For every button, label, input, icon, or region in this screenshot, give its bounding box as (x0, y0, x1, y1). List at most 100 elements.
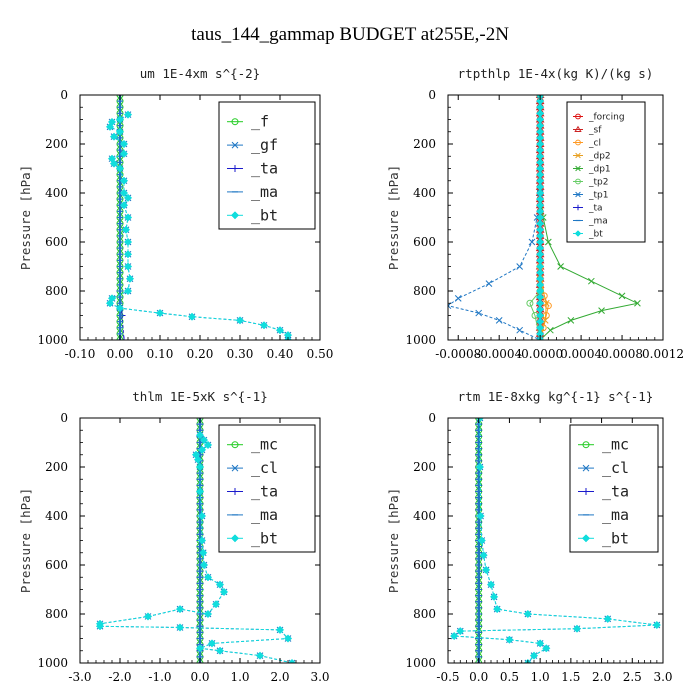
data-point (120, 336, 128, 340)
data-point (197, 536, 207, 545)
x-tick-label: -1.0 (148, 670, 171, 684)
data-point (219, 587, 229, 597)
legend-label: _cl (588, 139, 601, 149)
y-tick-label: 600 (413, 558, 436, 572)
y-tick-label: 400 (45, 509, 68, 523)
y-tick-label: 200 (45, 460, 68, 474)
data-point (544, 302, 552, 310)
data-point (481, 565, 491, 575)
data-point (155, 308, 165, 318)
data-point (119, 188, 129, 198)
data-point (479, 551, 488, 560)
data-point (475, 309, 483, 317)
x-tick-label: 2.0 (270, 670, 289, 684)
data-point (486, 580, 496, 589)
data-point (516, 326, 524, 334)
data-point (115, 304, 125, 313)
legend-marker (231, 141, 239, 149)
legend-label: _tp2 (588, 178, 608, 188)
legend-marker (231, 118, 239, 126)
data-point (477, 536, 486, 545)
legend: _mc _cl _ta _ma _bt (218, 424, 316, 553)
x-tick-label: -3.0 (68, 670, 91, 684)
x-tick-label: -0.5 (436, 670, 459, 684)
legend-label: _bt (602, 529, 629, 547)
data-point (454, 294, 462, 302)
legend-box (569, 424, 659, 553)
y-tick-label: 0 (60, 411, 68, 425)
legend-marker (582, 464, 590, 472)
y-axis-label: Pressure [hPa] (386, 165, 401, 270)
legend-label: _ma (602, 506, 629, 524)
figure-title: taus_144_gammap BUDGET at255E,-2N (191, 24, 509, 45)
y-axis-label: Pressure [hPa] (386, 488, 401, 593)
data-point (199, 560, 209, 570)
data-point (536, 639, 545, 648)
x-tick-label: 0.0008 (601, 347, 643, 361)
data-point (195, 462, 205, 472)
legend-label: _sf (588, 126, 602, 136)
data-point (505, 635, 514, 644)
legend: _mc _cl _ta _ma _bt (569, 424, 659, 553)
data-point (283, 634, 293, 643)
panel-title: rtpthlp 1E-4x(kg K)/(kg s) (458, 66, 654, 81)
data-point (105, 299, 115, 308)
data-point (195, 644, 205, 653)
y-tick-label: 200 (45, 137, 68, 151)
data-point (123, 262, 133, 271)
legend-marker (575, 152, 581, 159)
data-point (495, 317, 503, 324)
x-tick-label: 0.50 (307, 347, 334, 361)
x-tick-label: 0.00 (107, 347, 134, 361)
panel-title: thlm 1E-5xK s^{-1} (132, 389, 267, 404)
legend-label: _ma (588, 217, 608, 227)
y-tick-label: 800 (45, 607, 68, 621)
data-point (215, 580, 225, 589)
y-tick-label: 400 (45, 186, 68, 200)
x-tick-label: 2.5 (623, 670, 642, 684)
legend-marker (575, 113, 581, 120)
data-point (195, 487, 205, 496)
data-point (526, 299, 534, 307)
data-point (557, 263, 564, 270)
data-point (485, 280, 493, 288)
series-group (450, 418, 661, 663)
chart-panel-2: rtpthlp 1E-4x(kg K)/(kg s) Pressure [hPa]… (386, 66, 684, 361)
y-tick-label: 0 (60, 88, 68, 102)
x-tick-label: 3.0 (653, 670, 672, 684)
data-point (572, 624, 582, 633)
data-point (175, 623, 185, 632)
x-tick-label: 3.0 (310, 670, 329, 684)
legend-label: _dp2 (588, 152, 611, 162)
y-tick-label: 600 (45, 558, 68, 572)
data-point (529, 651, 539, 660)
data-point (123, 193, 133, 203)
legend-marker (575, 178, 581, 185)
x-tick-label: -0.0008 (435, 347, 481, 361)
data-point (115, 127, 125, 136)
data-point (95, 622, 105, 631)
data-point (652, 620, 661, 630)
legend-marker (574, 230, 582, 237)
data-point (199, 435, 209, 445)
data-point (119, 139, 129, 149)
data-point (203, 573, 213, 582)
data-point (195, 431, 205, 440)
data-point (587, 277, 595, 285)
legend-label: _ta (602, 483, 629, 501)
chart-panel-4: rtm 1E-8xkg kg^{-1} s^{-1} Pressure [hPa]… (386, 389, 673, 684)
data-point (476, 511, 485, 521)
legend-label: _ta (588, 204, 603, 214)
data-point (211, 600, 221, 609)
y-tick-label: 200 (413, 137, 436, 151)
data-point (287, 658, 297, 663)
legend-label: _cl (251, 459, 278, 477)
data-point (275, 326, 285, 335)
data-point (123, 237, 133, 247)
data-point (475, 418, 485, 423)
y-tick-label: 400 (413, 509, 436, 523)
data-point (105, 122, 115, 131)
y-tick-label: 1000 (405, 333, 436, 347)
data-point (235, 316, 245, 325)
